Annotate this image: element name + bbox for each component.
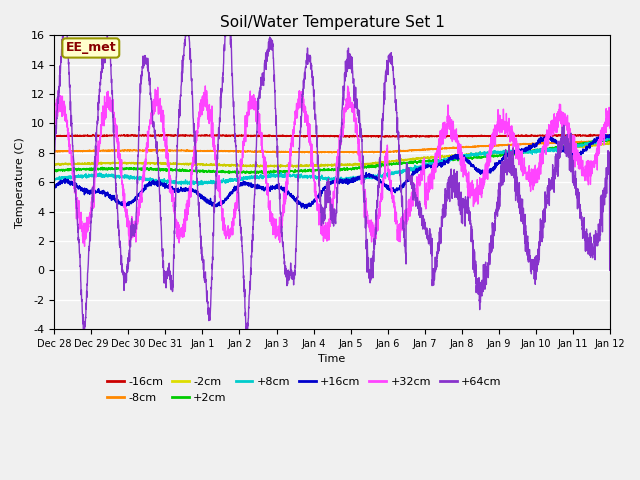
+32cm [147,111,155,117]
-16cm [51,133,58,139]
+16cm [114,198,122,204]
-2cm [51,162,58,168]
Legend: -16cm, -8cm, -2cm, +2cm, +8cm, +16cm, +32cm, +64cm: -16cm, -8cm, -2cm, +2cm, +8cm, +16cm, +3… [102,372,506,407]
Line: +64cm: +64cm [54,36,610,329]
Line: +16cm: +16cm [54,134,610,208]
-16cm [595,132,603,138]
-8cm [535,141,543,146]
-16cm [587,132,595,137]
+2cm [51,167,58,173]
-2cm [147,160,154,166]
+8cm [264,173,271,179]
+32cm [288,135,296,141]
Line: +2cm: +2cm [54,138,610,174]
Line: +8cm: +8cm [54,136,610,185]
Y-axis label: Temperature (C): Temperature (C) [15,137,25,228]
-8cm [147,147,154,153]
-8cm [51,149,58,155]
+16cm [301,205,308,211]
+16cm [606,132,614,138]
+64cm [51,157,58,163]
+64cm [79,326,87,332]
-8cm [287,148,295,154]
-8cm [264,149,271,155]
+16cm [51,185,58,191]
+8cm [195,182,202,188]
+2cm [595,138,603,144]
+2cm [606,137,614,143]
+2cm [264,169,271,175]
+32cm [114,135,122,141]
Line: -8cm: -8cm [54,141,610,153]
+32cm [536,160,543,166]
+16cm [264,186,271,192]
+64cm [115,225,122,231]
-2cm [535,147,543,153]
+16cm [287,194,295,200]
+2cm [288,168,296,174]
-2cm [288,162,296,168]
Text: EE_met: EE_met [65,41,116,55]
-2cm [262,165,269,170]
-16cm [606,132,614,138]
+64cm [147,96,155,102]
+64cm [606,267,614,273]
Line: +32cm: +32cm [54,86,610,246]
+64cm [595,235,603,240]
-8cm [114,148,122,154]
-8cm [595,138,603,144]
X-axis label: Time: Time [319,354,346,364]
+64cm [59,33,67,38]
+32cm [595,145,603,151]
+2cm [147,166,154,171]
+32cm [51,115,58,121]
-16cm [264,133,271,139]
-16cm [114,132,122,138]
+32cm [81,243,88,249]
+64cm [288,270,296,276]
+8cm [114,174,122,180]
+2cm [114,165,122,171]
+32cm [202,83,209,89]
-8cm [353,150,361,156]
+16cm [595,137,603,143]
Title: Soil/Water Temperature Set 1: Soil/Water Temperature Set 1 [220,15,445,30]
-2cm [264,163,271,168]
+64cm [264,53,271,59]
-2cm [114,160,122,166]
-2cm [595,141,603,147]
+8cm [51,175,58,181]
Line: -16cm: -16cm [54,134,610,137]
-8cm [603,138,611,144]
+16cm [147,180,154,186]
-16cm [415,134,423,140]
-8cm [606,139,614,144]
+8cm [147,177,154,182]
+8cm [288,173,296,179]
+8cm [603,133,611,139]
+32cm [264,192,271,198]
+2cm [535,147,543,153]
+2cm [259,171,267,177]
-16cm [287,133,295,139]
+64cm [536,253,543,259]
+8cm [606,135,614,141]
+8cm [595,138,603,144]
Line: -2cm: -2cm [54,143,610,168]
-16cm [147,133,154,139]
+16cm [535,138,543,144]
+32cm [606,125,614,131]
+16cm [602,132,609,137]
-2cm [606,140,614,146]
+2cm [604,135,611,141]
+8cm [535,147,543,153]
-16cm [535,132,543,138]
-2cm [605,140,613,146]
